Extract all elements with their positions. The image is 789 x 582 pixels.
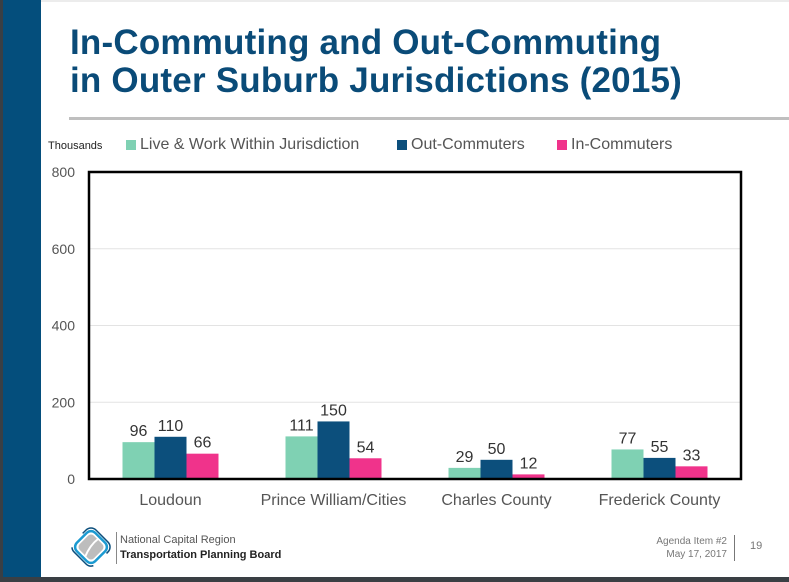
x-tick-label: Loudoun [139,492,201,509]
y-tick-label: 400 [52,318,76,334]
x-tick-label: Charles County [441,492,551,509]
bar [675,466,708,479]
bar [285,436,318,479]
legend-swatch-live-work [126,140,136,150]
brand-side-band [3,0,41,578]
bar [349,458,382,479]
data-label: 33 [683,447,701,464]
bar [611,449,644,479]
page-number: 19 [750,540,763,552]
org-name-line-2: Transportation Planning Board [120,549,282,561]
legend-item-live-work: Live & Work Within Jurisdiction [126,136,359,154]
bar [317,421,350,479]
legend-label-in-commuters: In-Commuters [571,136,673,153]
y-tick-label: 200 [52,394,76,410]
data-label: 29 [456,449,474,466]
bar [480,459,513,479]
agenda-info: Agenda Item #2 May 17, 2017 [656,535,727,561]
org-name-line-1: National Capital Region [120,534,236,546]
data-label: 77 [619,430,637,447]
x-tick-label: Frederick County [599,492,721,509]
bar [448,467,481,479]
data-label: 55 [651,439,669,456]
slide-title-line-1: In-Commuting and Out-Commuting [70,23,662,62]
y-axis-unit-label: Thousands [48,140,103,152]
bar [122,442,155,479]
data-label: 110 [158,418,184,435]
y-tick-label: 800 [52,164,76,180]
slide-title: In-Commuting and Out-Commuting in Outer … [70,24,682,100]
y-tick-label: 0 [67,471,75,487]
left-edge-bar [0,0,3,582]
slide-title-line-2: in Outer Suburb Jurisdictions (2015) [70,61,683,100]
legend-item-out-commuters: Out-Commuters [397,136,525,154]
data-label: 12 [520,455,538,472]
tpb-logo-icon [71,527,111,567]
bar [186,453,219,479]
legend-item-in-commuters: In-Commuters [557,136,672,154]
bar [643,457,676,479]
data-label: 150 [320,402,347,419]
legend-label-out-commuters: Out-Commuters [411,136,525,153]
title-divider [69,117,789,120]
footer-separator [116,532,117,564]
agenda-item: Agenda Item #2 [656,536,727,547]
page-number-separator [734,535,735,561]
bar [512,474,545,479]
x-tick-label: Prince William/Cities [261,492,407,509]
bottom-border [0,577,789,582]
data-label: 50 [488,441,506,458]
top-border [41,0,789,2]
data-label: 66 [194,435,212,452]
meeting-date: May 17, 2017 [666,549,727,560]
plot-area-frame [87,170,743,481]
y-tick-label: 600 [52,241,76,257]
legend-swatch-in-commuters [557,140,567,150]
legend-swatch-out-commuters [397,140,407,150]
legend-label-live-work: Live & Work Within Jurisdiction [140,136,360,153]
data-label: 111 [289,417,313,434]
data-label: 54 [357,439,375,456]
data-label: 96 [130,423,148,440]
bar [154,436,187,479]
